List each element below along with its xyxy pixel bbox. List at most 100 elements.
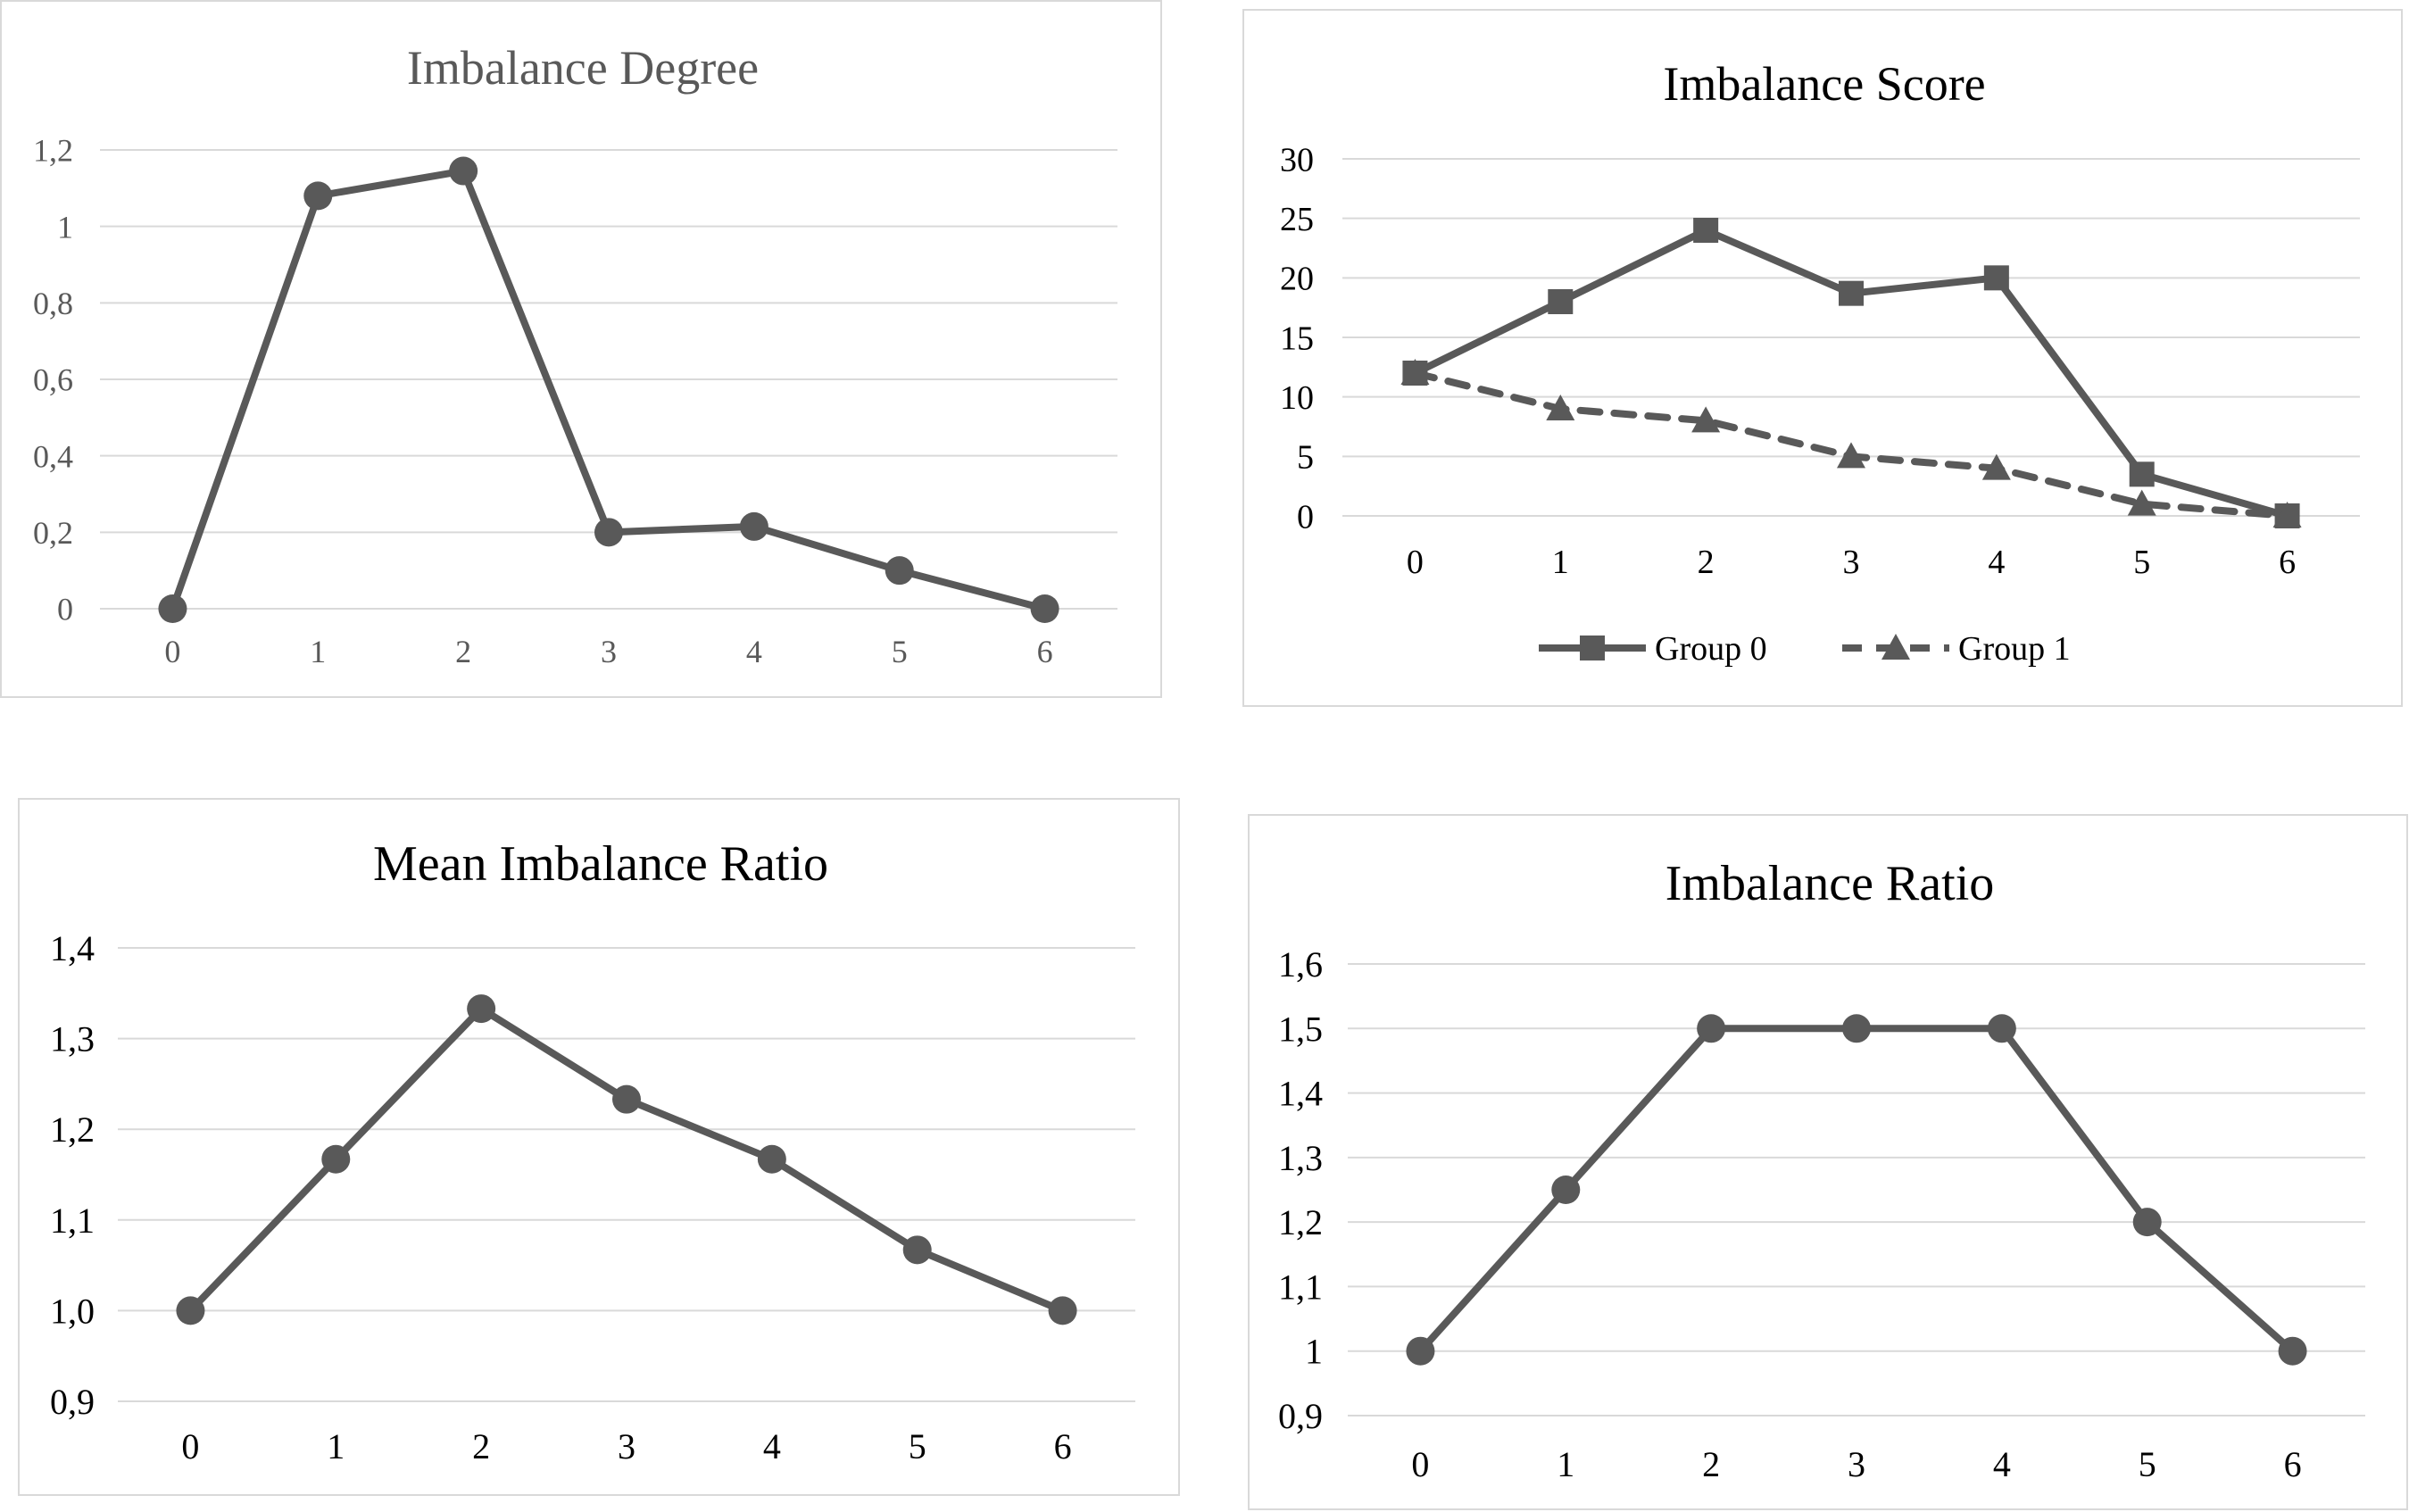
y-tick-label: 30	[1280, 141, 1314, 179]
chart-panel-imbalance-degree: Imbalance Degree 0 0,2 0,4 0,6 0,8 1 1,2 0 1 2 3 4 5 6	[0, 0, 1162, 698]
data-point-0	[158, 594, 187, 623]
x-tick-label: 4	[1988, 544, 2005, 581]
data-point-2	[449, 156, 478, 186]
series-line	[1416, 1025, 2297, 1355]
data-point-group-0-5	[2129, 461, 2155, 487]
x-tick-label: 5	[909, 1426, 926, 1466]
y-tick-label: 0	[57, 592, 73, 627]
y-tick-label: 0,2	[33, 515, 73, 551]
data-point-group-0-4	[1983, 265, 2009, 291]
y-tick-label: 1,1	[50, 1200, 95, 1241]
y-tick-label: 0	[1297, 498, 1314, 536]
x-tick-label: 3	[601, 634, 617, 669]
x-tick-label: 0	[1407, 544, 1424, 581]
x-tick-label: 5	[2139, 1444, 2156, 1484]
data-point-6	[2278, 1336, 2307, 1366]
legend-label-group-1: Group 1	[1958, 630, 2071, 668]
chart-title: Imbalance Ratio	[1666, 856, 1995, 911]
data-point-5	[902, 1235, 932, 1265]
y-tick-label: 1,6	[1278, 944, 1323, 984]
chart-title: Mean Imbalance Ratio	[373, 836, 828, 892]
chart-panel-imbalance-ratio: Imbalance Ratio 0,9 1 1,1 1,2 1,3 1,4 1,5 1,6 0 1 2…	[1248, 814, 2408, 1510]
x-tick-label: 6	[1054, 1426, 1072, 1466]
y-tick-label: 0,8	[33, 286, 73, 321]
y-tick-label: 1,1	[1278, 1267, 1323, 1307]
chart-title: Imbalance Score	[1663, 57, 1985, 111]
chart-imbalance-score: Imbalance Score 0 5 10 15 20 25 30 0 1 2 3 4 5 6 Group …	[1280, 57, 2360, 668]
legend-label-group-0: Group 0	[1655, 630, 1767, 668]
data-point-1	[1551, 1176, 1581, 1204]
data-point-2	[1697, 1014, 1726, 1043]
chart-imbalance-degree: Imbalance Degree 0 0,2 0,4 0,6 0,8 1 1,2 0 1 2 3 4 5 6	[33, 41, 1117, 669]
chart-panel-imbalance-score: Imbalance Score 0 5 10 15 20 25 30 0 1 2 3 4 5 6 Group …	[1242, 9, 2403, 707]
data-point-group-1-0	[1400, 359, 1430, 385]
x-tick-label: 5	[892, 634, 908, 669]
y-tick-label: 1,4	[1278, 1074, 1323, 1114]
data-point-group-0-1	[1548, 289, 1574, 314]
y-tick-label: 1	[1305, 1332, 1323, 1372]
data-point-3	[612, 1084, 641, 1114]
y-tick-label: 20	[1280, 261, 1314, 298]
y-tick-label: 15	[1280, 320, 1314, 357]
x-tick-label: 1	[1552, 544, 1569, 581]
y-tick-label: 1,2	[33, 133, 73, 169]
x-tick-label: 2	[1698, 544, 1715, 581]
y-tick-label: 0,6	[33, 362, 73, 398]
y-tick-label: 1,3	[1278, 1138, 1323, 1178]
data-point-1	[303, 181, 333, 211]
data-point-group-1-1	[1546, 395, 1575, 420]
data-point-group-1-4	[1981, 453, 2011, 480]
x-tick-label: 2	[472, 1426, 490, 1466]
x-tick-label: 4	[746, 634, 762, 669]
y-tick-label: 0,9	[50, 1382, 95, 1422]
chart-panel-mean-imbalance-ratio: Mean Imbalance Ratio 0,9 1,0 1,1 1,2 1,3 1,4 0 1…	[18, 798, 1180, 1496]
x-tick-label: 4	[763, 1426, 781, 1466]
data-point-group-0-2	[1693, 218, 1719, 243]
x-tick-label: 3	[618, 1426, 635, 1466]
data-point-6	[1048, 1296, 1077, 1325]
chart-imbalance-ratio: Imbalance Ratio 0,9 1 1,1 1,2 1,3 1,4 1,5 1,6 0 1 2…	[1278, 856, 2365, 1484]
series-line-group-0	[1411, 227, 2291, 519]
x-tick-label: 5	[2133, 544, 2150, 581]
data-point-4	[1987, 1014, 2016, 1043]
y-tick-label: 1,2	[1278, 1202, 1323, 1242]
y-tick-label: 25	[1280, 201, 1314, 238]
x-tick-label: 2	[1702, 1444, 1720, 1484]
chart-mean-imbalance-ratio: Mean Imbalance Ratio 0,9 1,0 1,1 1,2 1,3 1,4 0 1…	[50, 836, 1135, 1466]
legend-marker-group-1	[1882, 634, 1910, 660]
x-tick-label: 1	[327, 1426, 345, 1466]
x-tick-label: 6	[1037, 634, 1053, 669]
data-point-0	[1406, 1336, 1435, 1366]
data-point-3	[594, 518, 623, 547]
data-point-group-1-3	[1837, 442, 1865, 469]
data-point-2	[467, 994, 496, 1024]
y-tick-label: 1,4	[50, 928, 95, 968]
x-tick-label: 4	[1993, 1444, 2011, 1484]
data-point-group-0-3	[1839, 280, 1864, 306]
x-tick-label: 3	[1843, 544, 1860, 581]
data-point-3	[1842, 1014, 1871, 1043]
data-point-4	[757, 1144, 786, 1174]
y-tick-label: 0,4	[33, 438, 73, 474]
data-point-5	[885, 556, 914, 586]
y-tick-label: 1,0	[50, 1291, 95, 1331]
x-tick-label: 6	[2279, 544, 2296, 581]
x-tick-label: 6	[2284, 1444, 2302, 1484]
y-tick-label: 1,3	[50, 1019, 95, 1059]
data-point-group-1-6	[2272, 502, 2302, 528]
data-point-group-1-5	[2127, 489, 2156, 516]
legend-marker-group-0	[1580, 636, 1605, 660]
y-tick-label: 10	[1280, 379, 1314, 417]
y-tick-label: 1	[57, 209, 73, 245]
y-tick-label: 0,9	[1278, 1396, 1323, 1436]
data-point-group-1-2	[1691, 406, 1721, 433]
x-tick-label: 0	[181, 1426, 199, 1466]
y-tick-label: 1,5	[1278, 1009, 1323, 1049]
y-tick-label: 5	[1297, 439, 1314, 477]
x-tick-label: 0	[164, 634, 180, 669]
data-point-5	[2132, 1208, 2162, 1237]
x-tick-label: 2	[455, 634, 471, 669]
series-line	[187, 1005, 1067, 1315]
x-tick-label: 3	[1848, 1444, 1865, 1484]
chart-title: Imbalance Degree	[407, 41, 759, 95]
